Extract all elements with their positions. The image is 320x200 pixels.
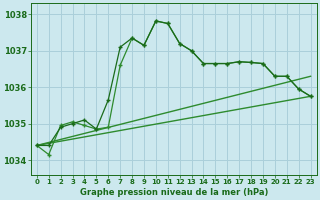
X-axis label: Graphe pression niveau de la mer (hPa): Graphe pression niveau de la mer (hPa) (80, 188, 268, 197)
